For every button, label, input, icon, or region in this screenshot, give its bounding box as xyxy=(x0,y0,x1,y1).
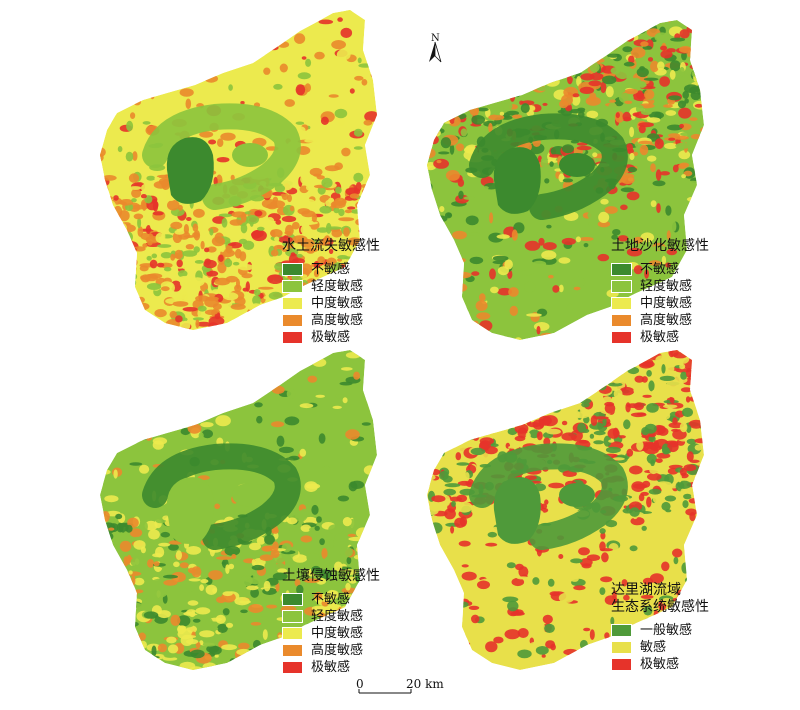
legend-swatch xyxy=(282,314,303,327)
legend-swatch xyxy=(282,297,303,310)
north-label: N xyxy=(431,33,440,44)
legend-title: 土壤侵蚀敏感性 xyxy=(282,568,380,585)
legend-item: 不敏感 xyxy=(611,262,709,277)
legend-item: 高度敏感 xyxy=(282,643,380,658)
legend-label: 敏感 xyxy=(640,640,667,655)
legend-title-line: 土壤侵蚀敏感性 xyxy=(282,568,380,584)
scale-label-zero: 0 xyxy=(356,677,364,691)
legend-item: 中度敏感 xyxy=(282,296,380,311)
legend-swatch xyxy=(611,297,632,310)
legend-item: 中度敏感 xyxy=(282,626,380,641)
legend-title: 土地沙化敏感性 xyxy=(611,238,709,255)
legend-item: 极敏感 xyxy=(611,330,709,345)
legend-label: 中度敏感 xyxy=(640,296,693,311)
legend-item: 极敏感 xyxy=(282,330,380,345)
legend-swatch xyxy=(282,331,303,344)
legend-swatch xyxy=(282,610,303,623)
legend-label: 不敏感 xyxy=(640,262,680,277)
legend-label: 极敏感 xyxy=(311,330,351,345)
legend-item: 高度敏感 xyxy=(282,313,380,328)
legend-item: 不敏感 xyxy=(282,592,380,607)
legend-label: 不敏感 xyxy=(311,262,351,277)
legend-swatch xyxy=(282,263,303,276)
legend-item: 不敏感 xyxy=(282,262,380,277)
legend-label: 极敏感 xyxy=(640,330,680,345)
legend-item: 一般敏感 xyxy=(611,623,709,638)
scale-label-distance: 20 km xyxy=(406,677,444,691)
legend-swatch xyxy=(611,641,632,654)
legend-item: 高度敏感 xyxy=(611,313,709,328)
map-desertification xyxy=(427,20,704,340)
legend-title-line: 水土流失敏感性 xyxy=(282,238,380,254)
legend-label: 轻度敏感 xyxy=(311,279,364,294)
legend-label: 一般敏感 xyxy=(640,623,693,638)
legend-label: 高度敏感 xyxy=(640,313,693,328)
legend-ecosystem: 达里湖流域 生态系统敏感性一般敏感敏感极敏感 xyxy=(611,582,709,674)
legend-label: 中度敏感 xyxy=(311,296,364,311)
legend-label: 极敏感 xyxy=(640,657,680,672)
legend-item: 轻度敏感 xyxy=(282,279,380,294)
legend-label: 轻度敏感 xyxy=(311,609,364,624)
legend-swatch xyxy=(282,280,303,293)
legend-item: 中度敏感 xyxy=(611,296,709,311)
legend-title-line: 生态系统敏感性 xyxy=(611,599,709,615)
legend-swatch xyxy=(611,280,632,293)
legend-swatch xyxy=(282,661,303,674)
legend-item: 轻度敏感 xyxy=(282,609,380,624)
legend-label: 高度敏感 xyxy=(311,313,364,328)
legend-label: 轻度敏感 xyxy=(640,279,693,294)
legend-water-soil-loss: 水土流失敏感性 不敏感轻度敏感中度敏感高度敏感极敏感 xyxy=(282,238,380,347)
map-soil-erosion xyxy=(100,350,377,670)
legend-swatch xyxy=(611,314,632,327)
north-arrow-icon xyxy=(429,41,442,63)
legend-soil-erosion: 土壤侵蚀敏感性 不敏感轻度敏感中度敏感高度敏感极敏感 xyxy=(282,568,380,677)
legend-item: 极敏感 xyxy=(282,660,380,675)
legend-swatch xyxy=(611,331,632,344)
legend-title-line: 达里湖流域 xyxy=(611,582,681,598)
legend-swatch xyxy=(611,624,632,637)
legend-label: 不敏感 xyxy=(311,592,351,607)
legend-title: 达里湖流域 生态系统敏感性 xyxy=(611,582,709,616)
legend-swatch xyxy=(611,658,632,671)
legend-swatch xyxy=(611,263,632,276)
legend-label: 极敏感 xyxy=(311,660,351,675)
legend-item: 敏感 xyxy=(611,640,709,655)
legend-swatch xyxy=(282,644,303,657)
legend-title-line: 土地沙化敏感性 xyxy=(611,238,709,254)
legend-swatch xyxy=(282,593,303,606)
legend-item: 极敏感 xyxy=(611,657,709,672)
legend-item: 轻度敏感 xyxy=(611,279,709,294)
legend-label: 高度敏感 xyxy=(311,643,364,658)
legend-swatch xyxy=(282,627,303,640)
map-water-soil-loss xyxy=(100,10,377,330)
legend-desertification: 土地沙化敏感性 不敏感轻度敏感中度敏感高度敏感极敏感 xyxy=(611,238,709,347)
legend-title: 水土流失敏感性 xyxy=(282,238,380,255)
legend-label: 中度敏感 xyxy=(311,626,364,641)
scale-bar xyxy=(358,689,412,694)
map-ecosystem xyxy=(427,350,704,670)
